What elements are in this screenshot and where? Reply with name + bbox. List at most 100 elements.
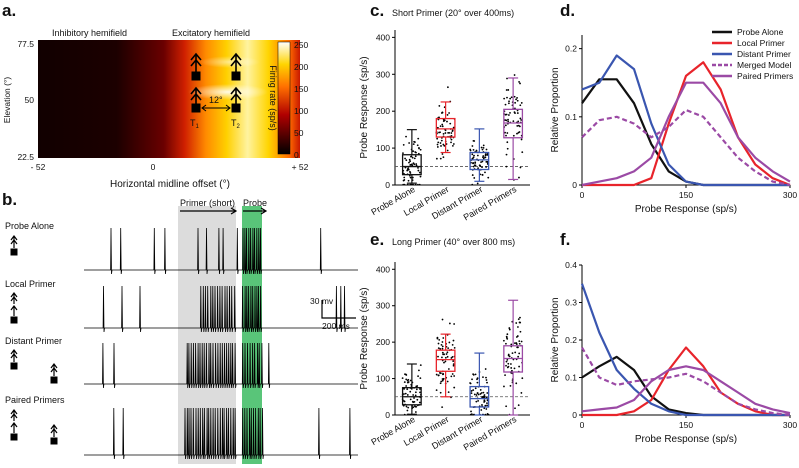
data-point xyxy=(436,146,439,148)
series-line-distant-primer xyxy=(581,54,790,187)
arrow-up-icon xyxy=(230,52,242,72)
distance-arrow-icon xyxy=(201,104,231,112)
legend-label: Distant Primer xyxy=(737,49,791,59)
data-point xyxy=(517,124,520,127)
series-line-paired-primers xyxy=(581,365,791,415)
data-point xyxy=(405,378,408,381)
data-point xyxy=(486,392,489,394)
data-point xyxy=(419,148,422,151)
scale-ms-label: 200 ms xyxy=(322,321,350,331)
data-point xyxy=(472,165,475,168)
data-point xyxy=(483,400,486,403)
data-point xyxy=(519,82,521,85)
data-point xyxy=(417,375,419,378)
data-point xyxy=(415,405,418,408)
colorbar xyxy=(277,41,291,155)
data-point xyxy=(442,156,445,159)
data-point xyxy=(474,387,477,390)
data-point xyxy=(412,150,415,153)
xtick-label: 300 xyxy=(783,420,797,430)
data-point xyxy=(516,109,519,112)
data-point xyxy=(471,153,474,156)
data-point xyxy=(512,134,515,137)
data-point xyxy=(480,392,483,394)
data-point xyxy=(520,340,523,343)
data-point xyxy=(408,142,411,144)
data-point xyxy=(444,132,447,134)
data-point xyxy=(519,330,522,333)
data-point xyxy=(402,144,405,146)
target-2-subscript: 2 xyxy=(237,124,241,130)
colorbar-tick: 200 xyxy=(294,62,308,72)
data-point xyxy=(470,390,473,392)
data-point xyxy=(517,318,520,321)
data-point xyxy=(476,377,479,380)
data-point xyxy=(506,147,509,150)
data-point xyxy=(437,342,440,345)
data-point xyxy=(451,144,454,147)
data-point xyxy=(446,149,449,152)
ytick-label: 50 xyxy=(25,95,35,105)
data-point xyxy=(439,372,442,375)
data-point xyxy=(483,394,486,396)
data-point xyxy=(507,114,510,116)
data-point xyxy=(407,378,410,381)
data-point xyxy=(452,364,455,367)
ytick-label: 22.5 xyxy=(17,152,34,162)
data-point xyxy=(441,125,444,128)
series-line-distant-primer xyxy=(580,283,790,417)
data-point xyxy=(407,381,410,383)
data-point xyxy=(444,360,447,363)
data-point xyxy=(438,116,440,119)
data-point xyxy=(486,154,489,156)
data-point xyxy=(401,377,404,380)
series-line-merged-model xyxy=(581,346,791,417)
data-point xyxy=(471,174,474,176)
data-point xyxy=(470,392,473,395)
data-point xyxy=(441,379,444,382)
data-point xyxy=(441,123,444,126)
data-point xyxy=(519,316,521,319)
data-point xyxy=(450,375,453,378)
data-point xyxy=(405,374,408,376)
data-point xyxy=(521,377,524,380)
data-point xyxy=(476,182,479,185)
arrow-up-icon xyxy=(190,52,202,72)
data-point xyxy=(519,166,522,169)
data-point xyxy=(513,74,516,76)
data-point xyxy=(506,141,509,144)
arrow-up-icon xyxy=(10,409,18,421)
data-point xyxy=(415,385,418,388)
data-point xyxy=(507,362,510,365)
data-point xyxy=(409,398,412,401)
chart-short-distribution: 0 0.1 0.2 0 150 300 Probe Response (sp/s) Relat… xyxy=(550,27,797,215)
data-point xyxy=(476,392,479,394)
data-point xyxy=(477,167,479,170)
data-point xyxy=(517,326,519,328)
data-point xyxy=(407,406,410,409)
data-point xyxy=(403,393,405,395)
arrow-up-icon xyxy=(10,422,18,433)
data-point xyxy=(414,411,417,413)
data-point xyxy=(516,112,519,114)
data-point xyxy=(512,120,515,123)
data-point xyxy=(411,156,414,159)
data-point xyxy=(440,139,443,142)
data-point xyxy=(516,125,519,127)
data-point xyxy=(450,132,453,134)
data-point xyxy=(505,165,508,168)
y-axis-label: Probe Response (sp/s) xyxy=(359,287,370,389)
data-point xyxy=(412,394,415,396)
data-point xyxy=(509,385,512,387)
data-point xyxy=(412,143,415,146)
data-point xyxy=(410,183,413,186)
data-point xyxy=(446,114,449,116)
data-point xyxy=(419,175,422,178)
data-point xyxy=(415,388,418,391)
data-point xyxy=(417,167,419,169)
ytick-label: 400 xyxy=(376,32,390,42)
data-point xyxy=(408,158,411,161)
data-point xyxy=(480,161,482,164)
ytick-label: 0.2 xyxy=(565,44,577,54)
spike-trace-3 xyxy=(84,407,358,460)
